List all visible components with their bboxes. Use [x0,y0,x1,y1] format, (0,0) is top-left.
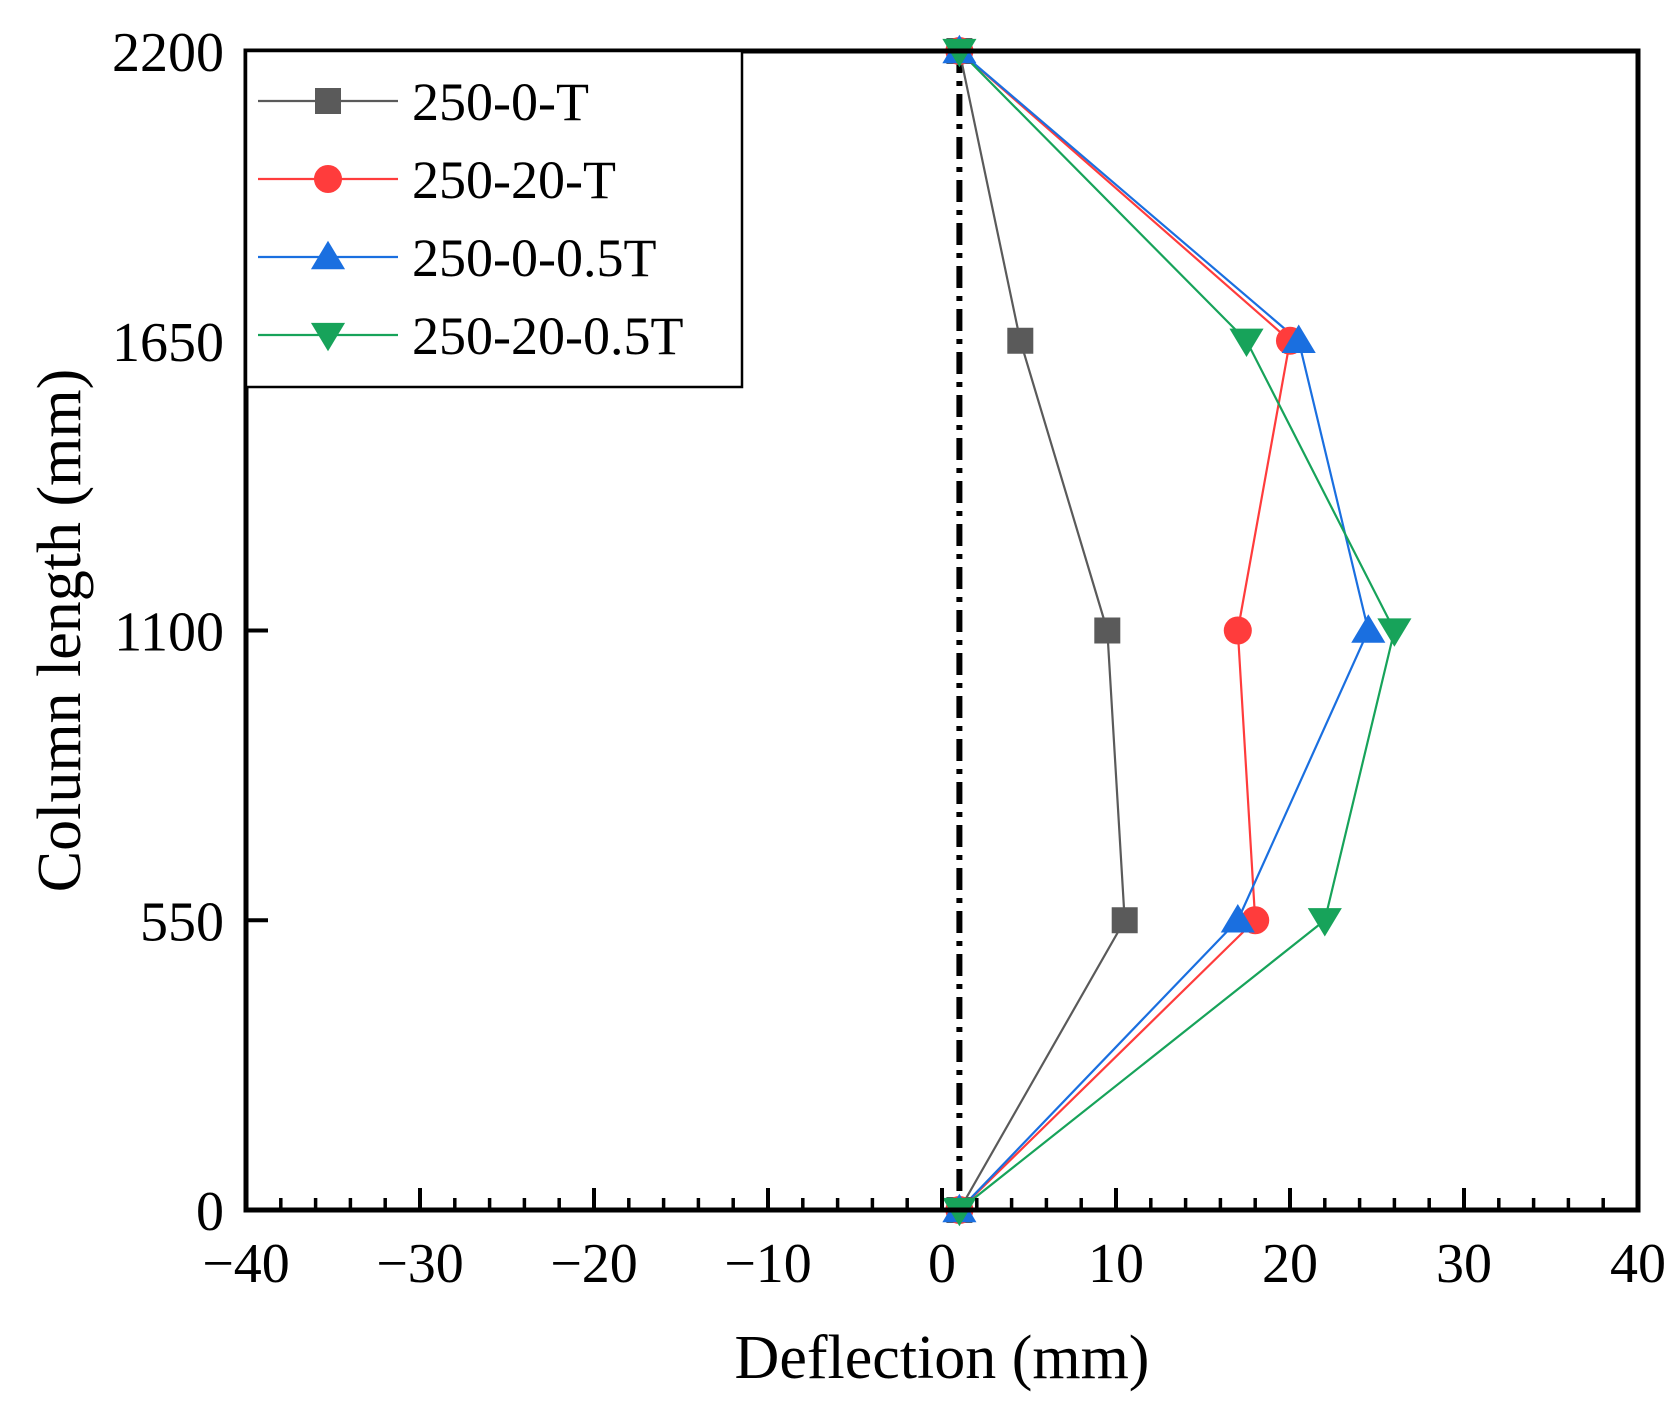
legend-marker-2 [310,240,346,270]
y-axis-title: Column length (mm) [26,369,94,893]
x-tick-label-3: −10 [724,1233,812,1295]
y-tick-label-1: 550 [140,891,224,953]
y-tick-label-0: 0 [196,1181,224,1243]
series-2-point-1 [1220,904,1255,933]
x-tick-label-5: 10 [1088,1233,1144,1295]
x-tick-label-1: −30 [376,1233,464,1295]
legend-marker-1 [313,164,343,194]
legend-label-2: 250-0-0.5T [412,228,656,288]
series-1-point-2 [1223,616,1252,645]
axes: −40 −30 −20 −10 0 10 20 30 40 0 550 1100 1650 2200 [112,22,1666,1295]
x-tick-label-0: −40 [202,1233,290,1295]
legend-label-0: 250-0-T [412,72,589,132]
series-2-point-3 [1281,324,1316,353]
series-3-point-2 [1377,618,1412,647]
series-3-point-1 [1307,908,1342,937]
series-3-point-3 [1229,328,1264,357]
y-tick-label-4: 2200 [112,22,224,84]
x-tick-label-6: 20 [1262,1233,1318,1295]
series-0-point-2 [1094,617,1121,644]
legend: 250-0-T 250-20-T 250-0-0.5T 250-20-0.5T [244,49,744,389]
plot-area [942,34,1412,1227]
legend-marker-0 [315,88,341,114]
legend-marker-3 [310,322,346,352]
legend-label-1: 250-20-T [412,150,616,210]
x-tick-label-7: 30 [1436,1233,1492,1295]
x-tick-label-2: −20 [550,1233,638,1295]
legend-label-3: 250-20-0.5T [412,306,683,366]
y-tick-label-3: 1650 [112,312,224,374]
series-line-3 [958,50,1396,1211]
series-2-point-2 [1351,614,1386,643]
series-0-point-3 [1007,327,1034,354]
x-axis-title: Deflection (mm) [735,1324,1150,1392]
x-tick-label-8: 40 [1610,1233,1666,1295]
series-0-point-1 [1111,907,1138,934]
series-line-2 [958,50,1370,1211]
y-tick-label-2: 1100 [114,602,224,664]
x-tick-label-4: 0 [928,1233,956,1295]
